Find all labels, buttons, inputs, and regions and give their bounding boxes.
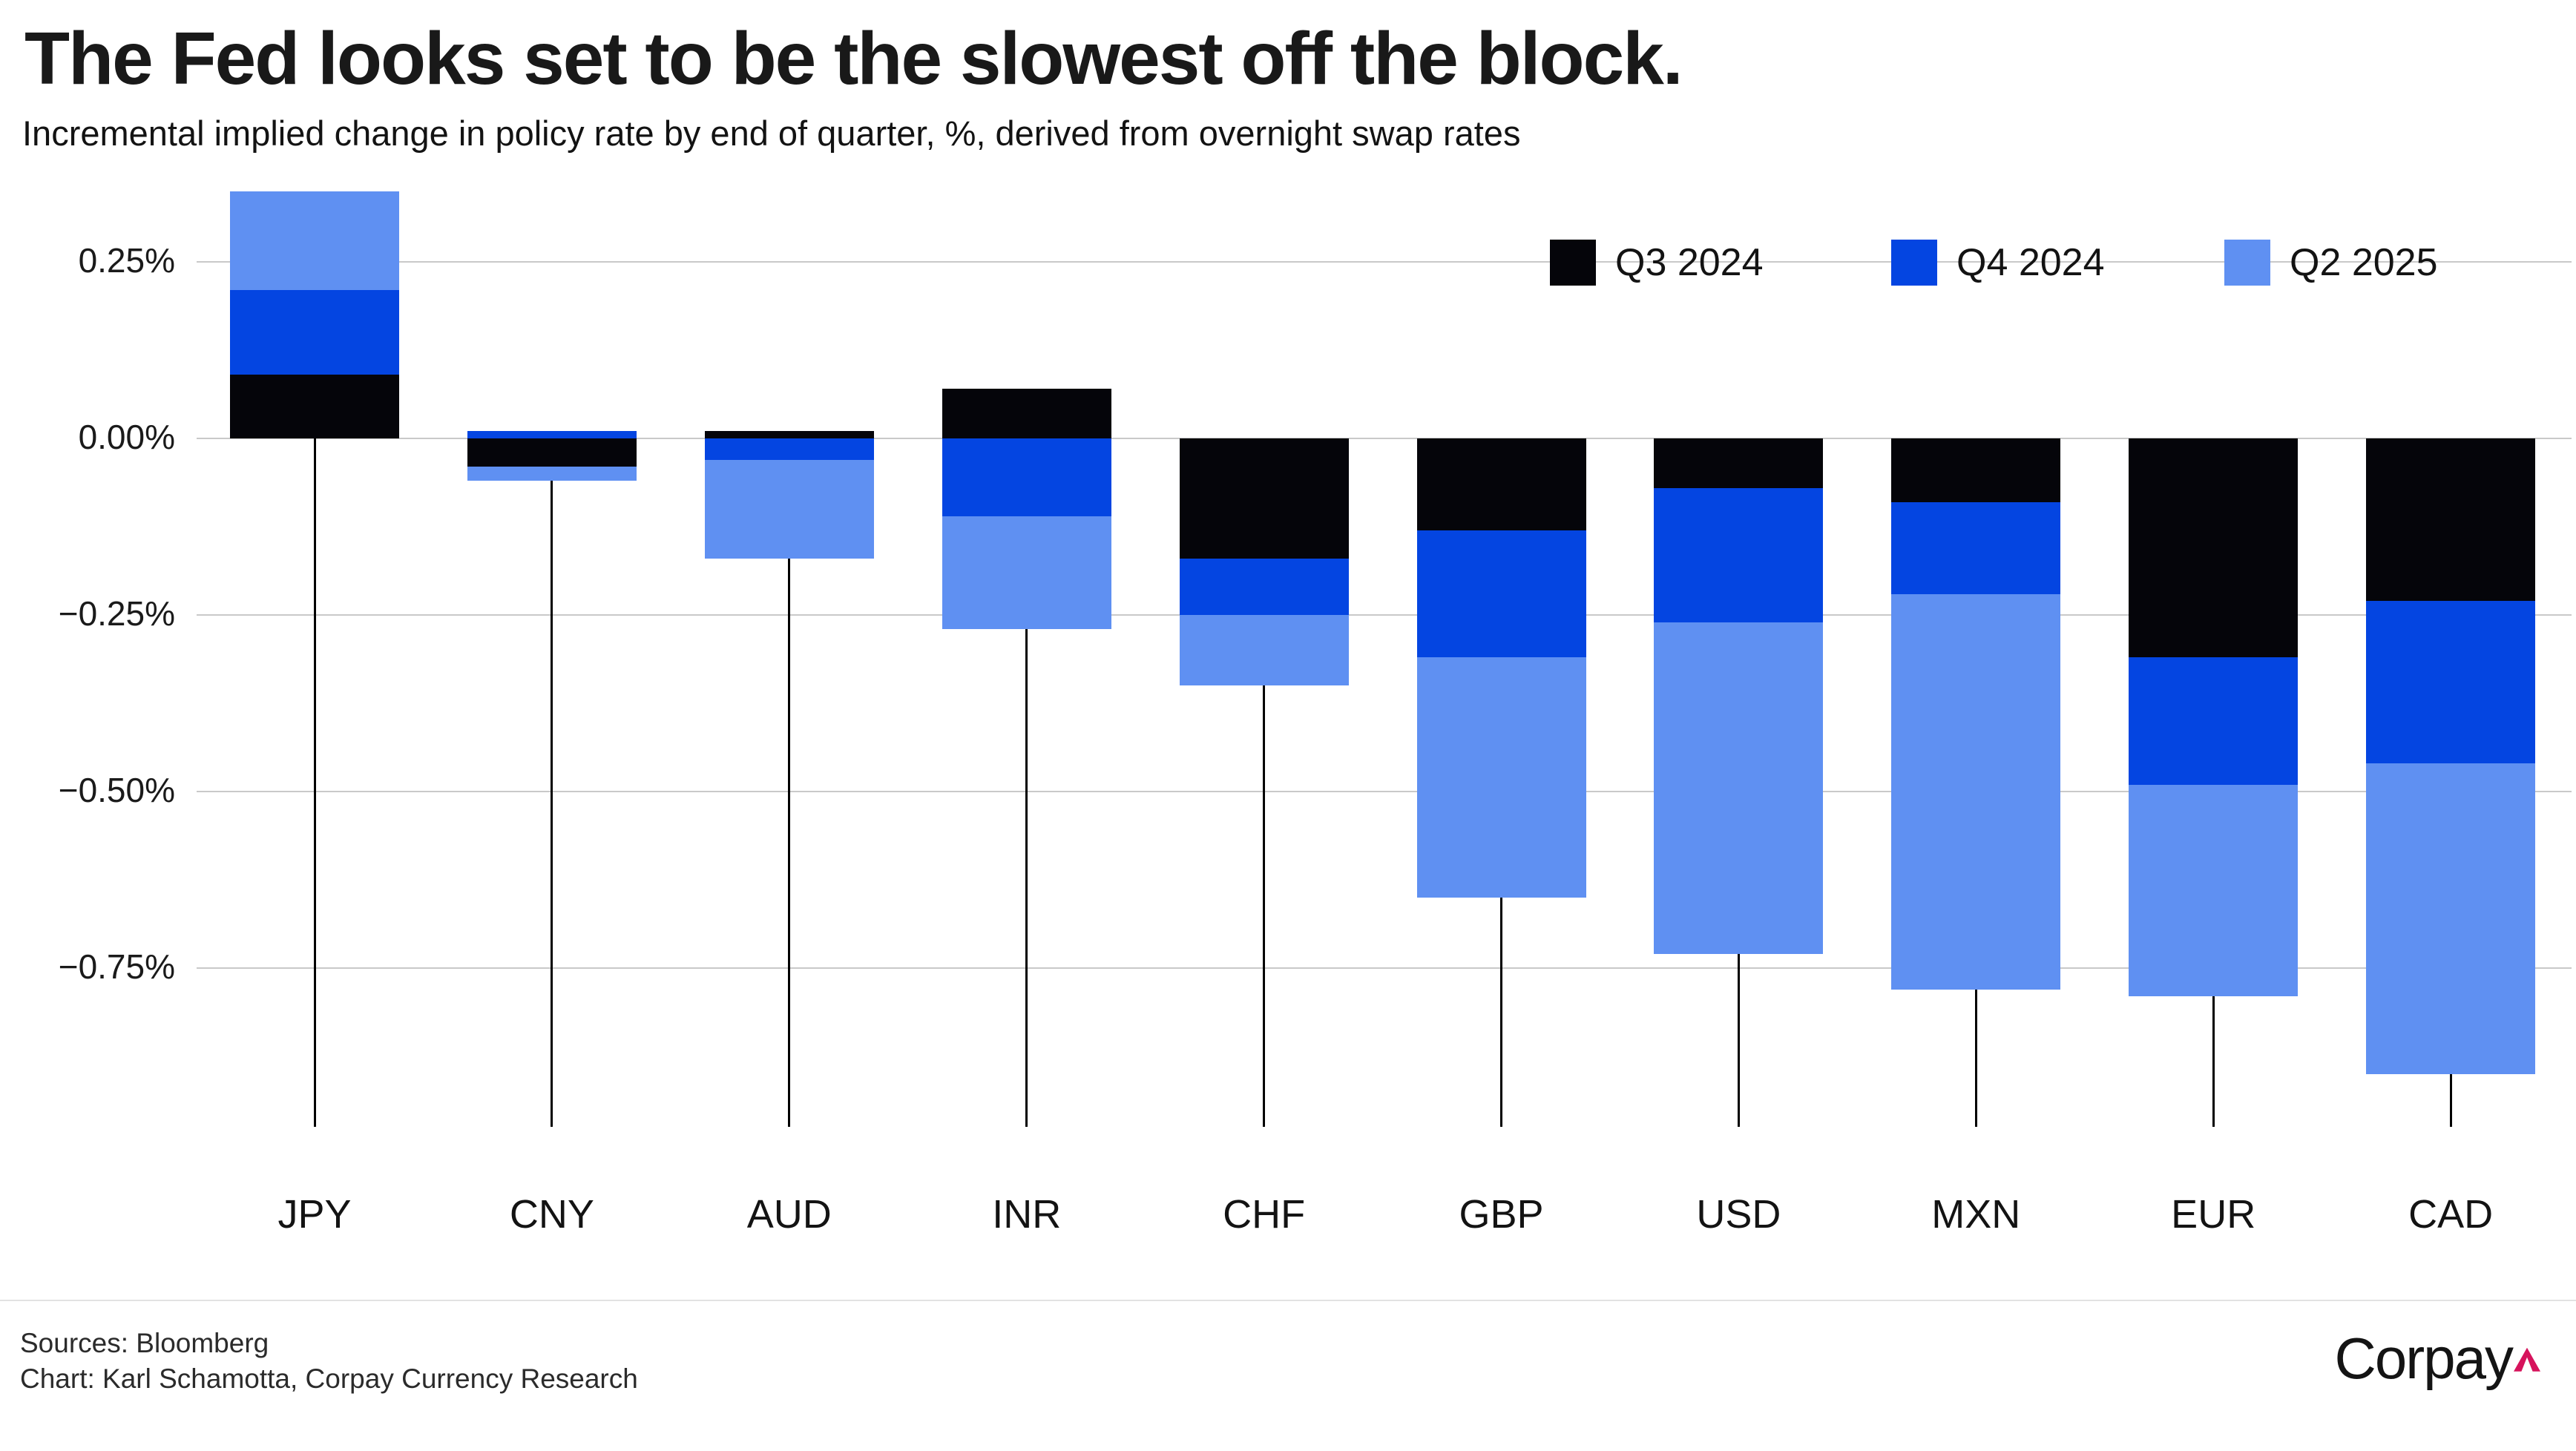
x-axis-label-chf: CHF xyxy=(1223,1192,1306,1237)
y-axis-tick-label: −0.75% xyxy=(58,947,175,987)
y-axis-tick-label: 0.00% xyxy=(78,417,175,456)
bar-segment-q4-2024 xyxy=(942,438,1111,516)
bar-segment-q2-2025 xyxy=(1891,593,2061,990)
bar-segment-q4-2024 xyxy=(1654,487,1824,622)
legend-label: Q2 2025 xyxy=(2290,241,2438,284)
category-axis-line xyxy=(313,438,316,1127)
y-axis-tick-label: −0.25% xyxy=(58,593,175,633)
bar-segment-q3-2024 xyxy=(2129,438,2299,658)
gridline xyxy=(197,438,2572,439)
corpay-caret-icon xyxy=(2514,1347,2540,1372)
bar-segment-q2-2025 xyxy=(704,459,874,559)
legend-swatch-icon xyxy=(2224,240,2270,286)
legend-swatch-icon xyxy=(1891,240,1937,286)
category-axis-line xyxy=(1025,438,1028,1127)
corpay-logo: Corpay xyxy=(2335,1325,2540,1392)
bar-segment-q4-2024 xyxy=(2366,601,2536,764)
bar-segment-q4-2024 xyxy=(1891,501,2061,594)
bar-segment-q3-2024 xyxy=(942,389,1111,438)
gridline xyxy=(197,967,2572,970)
bar-segment-q2-2025 xyxy=(1416,657,1586,898)
bar-segment-q2-2025 xyxy=(1654,622,1824,955)
legend-label: Q4 2024 xyxy=(1956,241,2105,284)
bar-segment-q3-2024 xyxy=(704,431,874,438)
category-axis-line xyxy=(1263,438,1266,1127)
y-axis-tick-label: −0.50% xyxy=(58,771,175,810)
legend-swatch-icon xyxy=(1550,240,1596,286)
x-axis-label-mxn: MXN xyxy=(1931,1192,2021,1237)
x-axis-label-eur: EUR xyxy=(2171,1192,2256,1237)
chart-title: The Fed looks set to be the slowest off … xyxy=(24,17,1683,100)
bar-segment-q2-2025 xyxy=(2366,763,2536,1075)
bar-segment-q2-2025 xyxy=(942,516,1111,630)
bar-segment-q4-2024 xyxy=(467,431,637,438)
bar-segment-q3-2024 xyxy=(230,375,399,438)
gridline xyxy=(197,614,2572,616)
bar-segment-q4-2024 xyxy=(230,289,399,375)
bar-segment-q3-2024 xyxy=(467,438,637,467)
bar-segment-q4-2024 xyxy=(704,438,874,460)
bar-segment-q3-2024 xyxy=(1891,438,2061,502)
y-axis-tick-label: 0.25% xyxy=(78,240,175,280)
gridline xyxy=(197,260,2572,263)
x-axis-label-aud: AUD xyxy=(746,1192,832,1237)
x-axis-label-inr: INR xyxy=(992,1192,1062,1237)
footer-divider xyxy=(0,1300,2576,1301)
x-axis-label-gbp: GBP xyxy=(1459,1192,1544,1237)
bar-segment-q4-2024 xyxy=(2129,657,2299,785)
x-axis-label-usd: USD xyxy=(1696,1192,1781,1237)
x-axis-label-cny: CNY xyxy=(509,1192,594,1237)
corpay-logo-text: Corpay xyxy=(2334,1326,2514,1391)
bar-segment-q3-2024 xyxy=(1179,438,1349,559)
x-axis-label-cad: CAD xyxy=(2408,1192,2494,1237)
chart-subtitle: Incremental implied change in policy rat… xyxy=(22,113,1521,153)
bar-segment-q4-2024 xyxy=(1416,530,1586,658)
legend-label: Q3 2024 xyxy=(1615,241,1764,284)
bar-segment-q3-2024 xyxy=(2366,438,2536,602)
bar-segment-q2-2025 xyxy=(230,191,399,290)
bar-segment-q4-2024 xyxy=(1179,558,1349,616)
bar-segment-q3-2024 xyxy=(1416,438,1586,530)
category-axis-line xyxy=(551,438,553,1127)
bar-segment-q2-2025 xyxy=(2129,784,2299,997)
bar-segment-q2-2025 xyxy=(1179,615,1349,686)
gridline xyxy=(197,791,2572,793)
category-axis-line xyxy=(788,438,791,1127)
footer-credit: Chart: Karl Schamotta, Corpay Currency R… xyxy=(20,1363,638,1394)
bar-segment-q2-2025 xyxy=(467,467,637,481)
bar-segment-q3-2024 xyxy=(1654,438,1824,488)
footer-sources: Sources: Bloomberg xyxy=(20,1328,269,1358)
x-axis-label-jpy: JPY xyxy=(277,1192,352,1237)
